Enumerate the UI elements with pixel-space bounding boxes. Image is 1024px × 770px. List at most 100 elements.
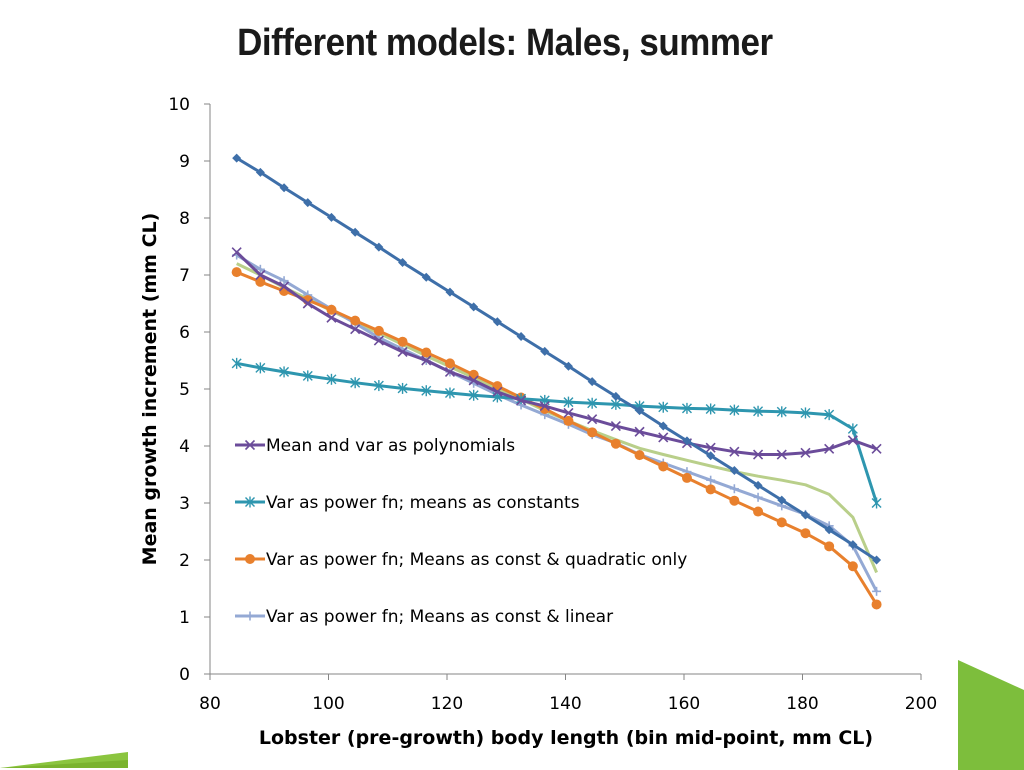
data-point-stroke [373,335,384,346]
data-point [753,506,764,517]
y-tick-label: 10 [168,95,190,115]
data-point-stroke [302,298,313,309]
data-point [871,443,882,454]
page-title: Different models: Males, summer [237,22,773,64]
data-point [469,302,479,312]
legend-label: Var as power fn; Means as const & linear [266,607,613,627]
data-point [326,373,337,385]
x-tick-label: 160 [668,694,700,714]
x-tick-label: 100 [312,694,344,714]
data-point [681,472,692,483]
series-unlabeled-4 [232,153,882,565]
data-point [279,183,289,193]
data-point [397,336,408,347]
legend-item: Var as power fn; Means as const & quadra… [235,550,687,570]
data-point [373,335,384,346]
data-point [872,555,882,565]
series-var-as-power-fn-means-as-const-linear [232,250,882,596]
data-point-stroke [421,355,432,366]
data-point [610,420,621,432]
data-point-stroke [492,386,503,397]
legend-item: Mean and var as polynomials [235,436,515,456]
data-point [753,480,763,490]
data-point [255,362,266,374]
x-tick-label: 120 [431,694,463,714]
series-var-as-power-fn-means-as-constants [231,357,882,509]
data-point [303,198,313,208]
y-tick-label: 6 [179,323,190,343]
data-point [350,324,361,335]
x-tick-label: 200 [905,694,937,714]
data-point [729,404,740,416]
data-point [444,358,455,369]
series-line [235,156,878,562]
data-point [255,167,265,177]
legend-item: Var as power fn; Means as const & linear [235,607,613,627]
data-point [245,496,255,508]
data-point [244,439,256,451]
data-point [540,346,550,356]
data-point [682,436,692,446]
data-point [776,406,787,418]
data-point [658,461,669,472]
data-point [611,391,621,401]
data-point [848,540,858,550]
legend-label: Var as power fn; means as constants [266,493,580,513]
data-point [800,528,811,539]
data-point [231,267,242,278]
data-point-stroke [326,312,337,323]
data-point [705,484,716,495]
data-point [373,380,384,392]
data-point [539,401,550,412]
data-point-stroke [658,432,669,443]
data-point-stroke [231,247,242,258]
data-point [634,426,645,437]
data-point-stroke [444,366,456,377]
data-point [492,386,503,397]
data-point-stroke [824,443,835,454]
data-point [705,442,716,453]
x-tick-label: 180 [786,694,818,714]
data-point-stroke [539,401,550,412]
data-point [350,377,361,389]
y-tick-label: 1 [179,608,190,628]
data-point [847,423,858,435]
data-point [279,276,289,286]
y-tick-label: 3 [179,494,190,514]
chart-series [231,153,882,610]
y-tick-label: 8 [179,209,190,229]
data-point [515,395,527,406]
corner-decoration-left [0,752,128,768]
data-point [658,432,669,443]
data-point [871,497,882,509]
legend-label: Mean and var as polynomials [266,436,515,456]
data-point-stroke [244,439,256,451]
data-point [516,332,526,342]
x-tick-label: 80 [199,694,221,714]
y-tick-label: 5 [179,380,190,400]
data-point [587,377,597,387]
y-tick-label: 0 [179,665,190,685]
data-point [706,475,716,485]
data-point-stroke [776,449,787,460]
data-point [444,366,456,377]
data-point [397,382,408,394]
data-point [445,287,455,297]
data-point-stroke [705,442,716,453]
data-point-stroke [563,407,574,419]
data-point [634,450,645,461]
data-point [255,269,266,281]
data-point [729,446,740,457]
data-point [587,427,598,438]
data-point [658,401,669,413]
data-point [350,315,361,326]
data-point [302,298,313,309]
data-point [872,586,882,596]
legend-label: Var as power fn; Means as const & quadra… [266,550,687,570]
data-point [752,449,764,460]
data-point [421,272,431,282]
data-point [729,484,739,494]
data-point [350,227,360,237]
data-point-stroke [847,435,858,446]
corner-decoration-right [958,660,1024,770]
